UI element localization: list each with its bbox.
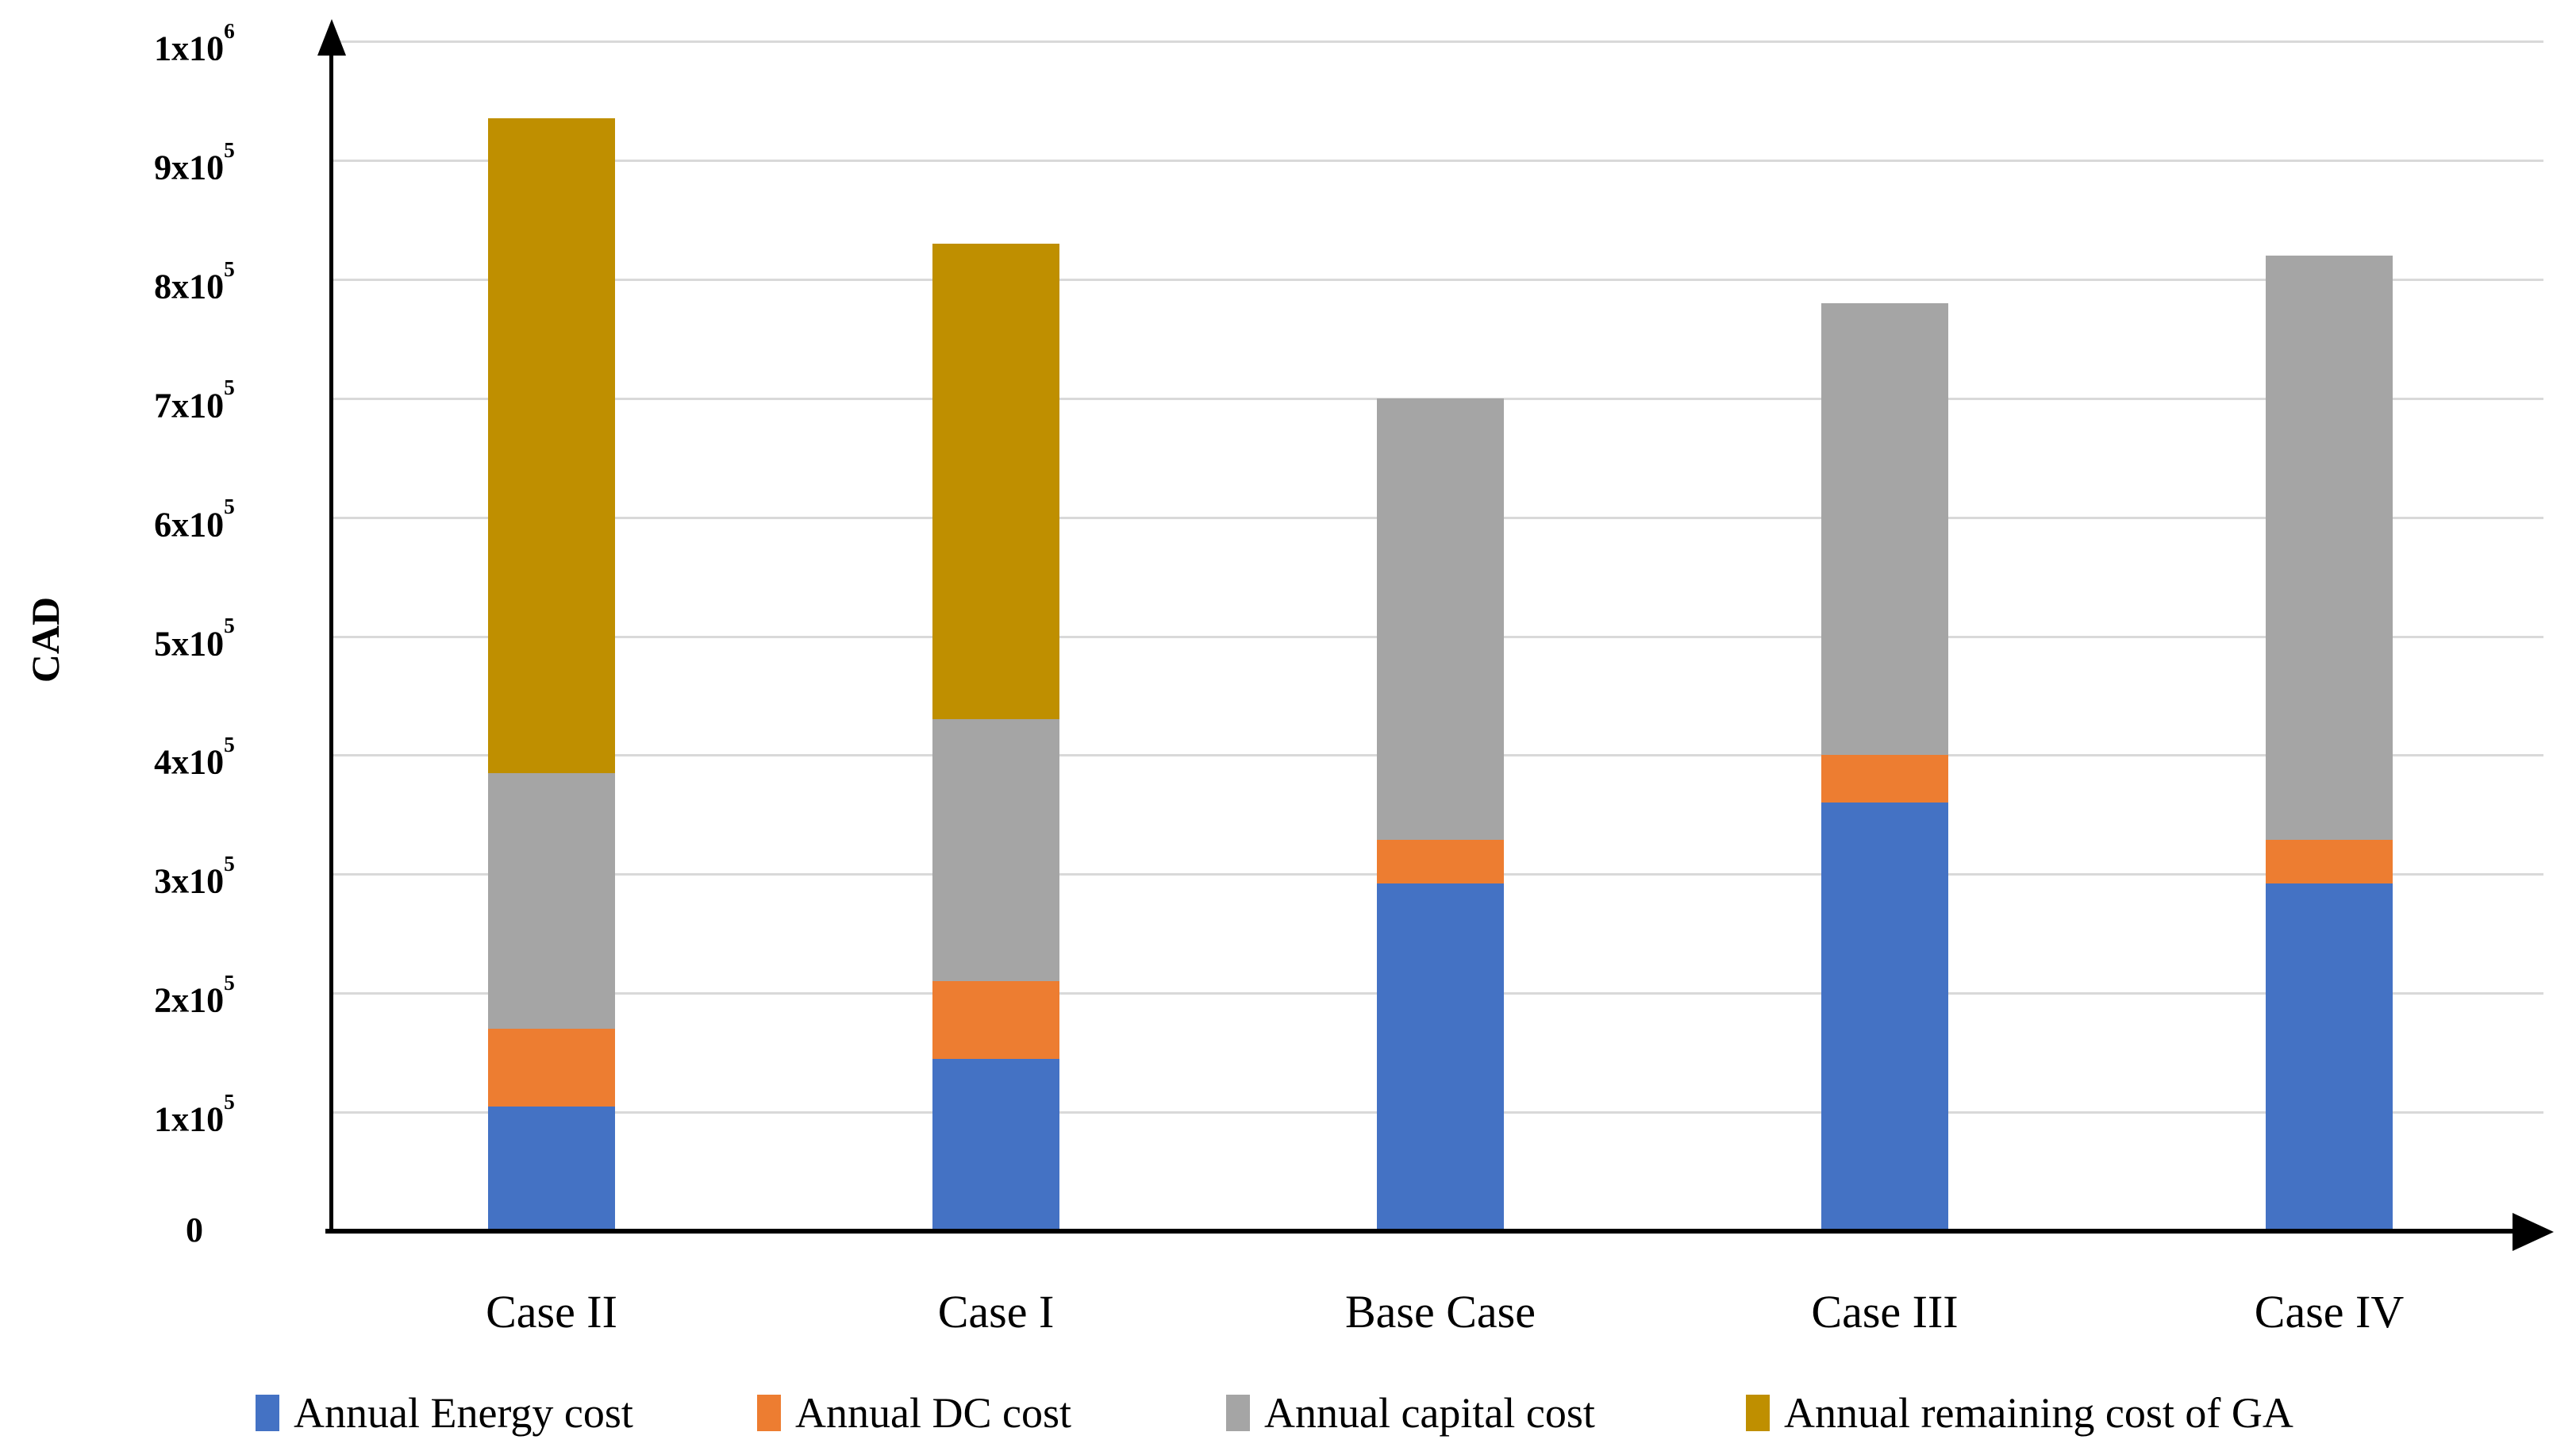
y-tick-label: 1x106 — [154, 18, 235, 68]
bar-segment-case-i-annual-capital-cost — [932, 719, 1059, 982]
legend-item-annual-capital-cost: Annual capital cost — [1226, 1389, 1595, 1437]
gridline-8x10e5 — [331, 278, 2543, 281]
y-tick-label: 8x105 — [154, 256, 235, 306]
x-category-label-case-iv: Case IV — [2254, 1286, 2405, 1338]
y-tick-exponent: 5 — [224, 1089, 235, 1114]
bar-segment-case-ii-annual-dc-cost — [488, 1029, 615, 1107]
bar-segment-case-ii-annual-energy-cost — [488, 1106, 615, 1231]
legend-swatch-icon — [757, 1395, 781, 1431]
y-axis-line — [329, 49, 333, 1234]
y-tick-label: 6x105 — [154, 495, 235, 545]
x-axis-arrow-icon — [2513, 1213, 2554, 1251]
bar-segment-case-ii-annual-capital-cost — [488, 772, 615, 1030]
y-axis-arrow-icon — [317, 19, 346, 56]
y-axis-title: CAD — [23, 596, 67, 683]
y-tick-exponent: 5 — [224, 375, 235, 400]
y-tick-exponent: 5 — [224, 137, 235, 162]
legend-label: Annual remaining cost of GA — [1784, 1389, 2293, 1437]
legend-item-annual-energy-cost: Annual Energy cost — [256, 1389, 633, 1437]
legend-item-annual-remaining-cost-of-ga: Annual remaining cost of GA — [1746, 1389, 2293, 1437]
legend-label: Annual DC cost — [795, 1389, 1071, 1437]
legend-swatch-icon — [1746, 1395, 1770, 1431]
bar-segment-case-i-annual-energy-cost — [932, 1058, 1059, 1231]
gridline-9x10e5 — [331, 159, 2543, 162]
y-tick-exponent: 5 — [224, 852, 235, 876]
y-tick-exponent: 5 — [224, 495, 235, 519]
legend-item-annual-dc-cost: Annual DC cost — [757, 1389, 1071, 1437]
x-category-label-base-case: Base Case — [1345, 1286, 1536, 1338]
y-tick-label: 1x105 — [154, 1089, 235, 1139]
gridline-1x10e6 — [331, 40, 2543, 43]
x-category-label-case-ii: Case II — [486, 1286, 617, 1338]
y-tick-label: 9x105 — [154, 137, 235, 187]
x-category-label-case-iii: Case III — [1811, 1286, 1959, 1338]
legend-label: Annual capital cost — [1264, 1389, 1595, 1437]
bar-segment-case-ii-annual-remaining-cost-of-ga — [488, 118, 615, 773]
y-tick-label: 7x105 — [154, 375, 235, 425]
y-tick-label: 4x105 — [154, 733, 235, 783]
bar-segment-case-iv-annual-capital-cost — [2266, 255, 2393, 840]
y-tick-exponent: 5 — [224, 256, 235, 281]
bar-segment-base-case-annual-energy-cost — [1377, 883, 1504, 1231]
bar-segment-case-iii-annual-capital-cost — [1821, 302, 1948, 756]
bar-segment-case-iv-annual-energy-cost — [2266, 883, 2393, 1231]
legend-label: Annual Energy cost — [294, 1389, 633, 1437]
bar-segment-case-i-annual-dc-cost — [932, 981, 1059, 1059]
y-tick-label: 3x105 — [154, 852, 235, 901]
y-tick-exponent: 5 — [224, 733, 235, 757]
bar-segment-case-i-annual-remaining-cost-of-ga — [932, 243, 1059, 720]
y-tick-label: 0 — [186, 1211, 203, 1249]
y-tick-exponent: 6 — [224, 18, 235, 43]
legend-swatch-icon — [256, 1395, 279, 1431]
x-axis-line — [325, 1229, 2517, 1234]
x-category-label-case-i: Case I — [937, 1286, 1055, 1338]
legend-swatch-icon — [1226, 1395, 1250, 1431]
bar-segment-base-case-annual-dc-cost — [1377, 839, 1504, 884]
bar-segment-base-case-annual-capital-cost — [1377, 398, 1504, 840]
y-tick-label: 5x105 — [154, 614, 235, 664]
y-tick-label: 2x105 — [154, 970, 235, 1020]
bar-segment-case-iii-annual-dc-cost — [1821, 755, 1948, 803]
bar-segment-case-iv-annual-dc-cost — [2266, 839, 2393, 884]
y-tick-exponent: 5 — [224, 614, 235, 638]
bar-segment-case-iii-annual-energy-cost — [1821, 803, 1948, 1231]
y-tick-exponent: 5 — [224, 970, 235, 995]
